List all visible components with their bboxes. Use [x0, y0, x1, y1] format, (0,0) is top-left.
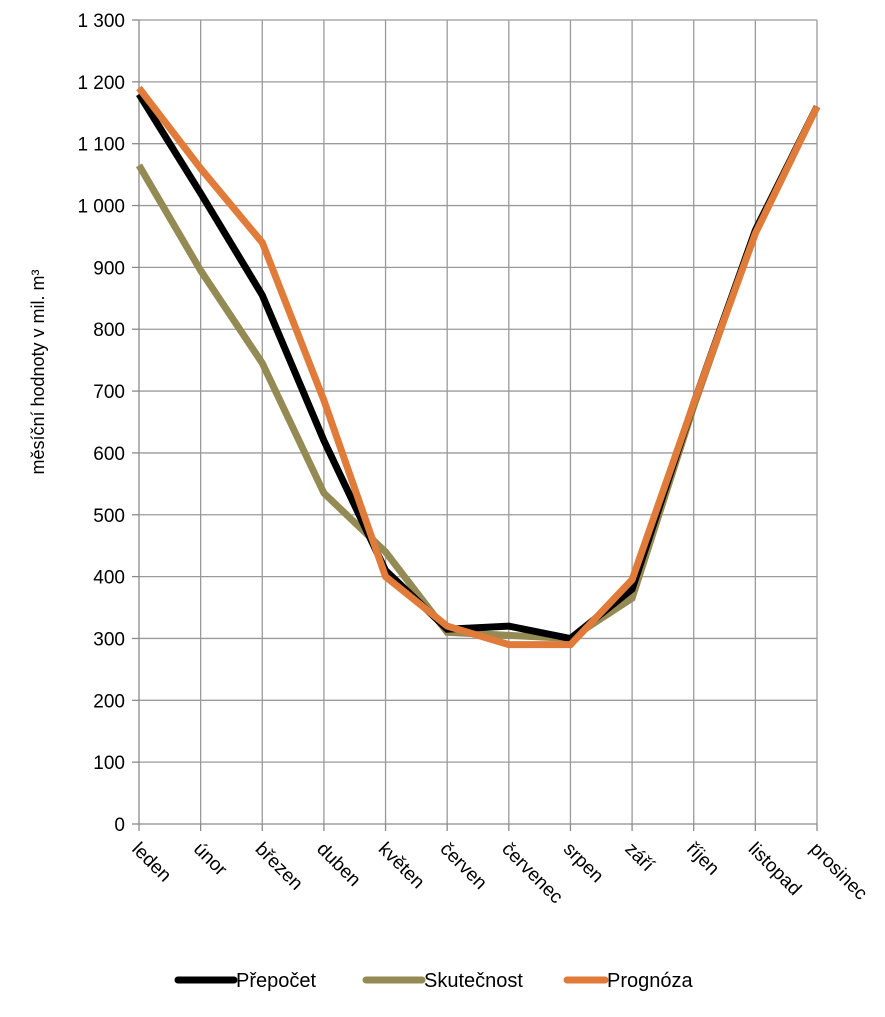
x-tick-label: leden [127, 839, 175, 887]
series-line-2 [139, 107, 817, 639]
y-axis-label: měsíční hodnoty v mil. m³ [28, 269, 48, 474]
x-tick-label: duben [312, 839, 364, 891]
y-tick-label: 800 [93, 320, 125, 341]
y-tick-label: 900 [93, 258, 125, 279]
y-tick-label: 600 [93, 444, 125, 465]
series-lines [139, 88, 817, 645]
x-tick-label: březen [251, 839, 307, 895]
y-tick-label: 1 100 [77, 135, 125, 156]
y-tick-label: 1 200 [77, 73, 125, 94]
y-tick-labels: 0 100 200 300 400 500 600 700 800 900 1 000 1 100 1 … [77, 11, 125, 836]
y-tick-label: 300 [93, 629, 125, 650]
y-tick-label: 1 000 [77, 197, 125, 218]
x-tick-label: červen [436, 839, 491, 894]
legend-label: Skutečnost [424, 970, 523, 992]
x-tick-labels: leden únor březen duben květen červen červenec… [127, 839, 871, 908]
x-tick-label: květen [374, 839, 428, 893]
x-tick-label: únor [189, 839, 231, 881]
y-tick-label: 700 [93, 382, 125, 403]
y-tick-label: 200 [93, 691, 125, 712]
axes [132, 20, 817, 831]
legend-label: Přepočet [236, 970, 316, 992]
grid-lines [139, 20, 817, 824]
y-tick-label: 1 300 [77, 11, 125, 32]
y-tick-label: 400 [93, 568, 125, 589]
legend: Přepočet Skutečnost Prognóza [178, 970, 693, 992]
x-tick-label: září [621, 839, 659, 877]
series-line-1 [139, 94, 817, 638]
x-tick-label: červenec [497, 839, 566, 908]
x-tick-label: listopad [744, 839, 805, 900]
x-tick-label: srpen [559, 839, 607, 887]
y-tick-label: 0 [114, 815, 125, 836]
x-tick-label: říjen [682, 839, 723, 880]
y-tick-label: 500 [93, 506, 125, 527]
series-line-3 [139, 88, 817, 645]
y-tick-label: 100 [93, 753, 125, 774]
x-tick-label: prosinec [805, 839, 871, 905]
legend-label: Prognóza [607, 970, 693, 992]
